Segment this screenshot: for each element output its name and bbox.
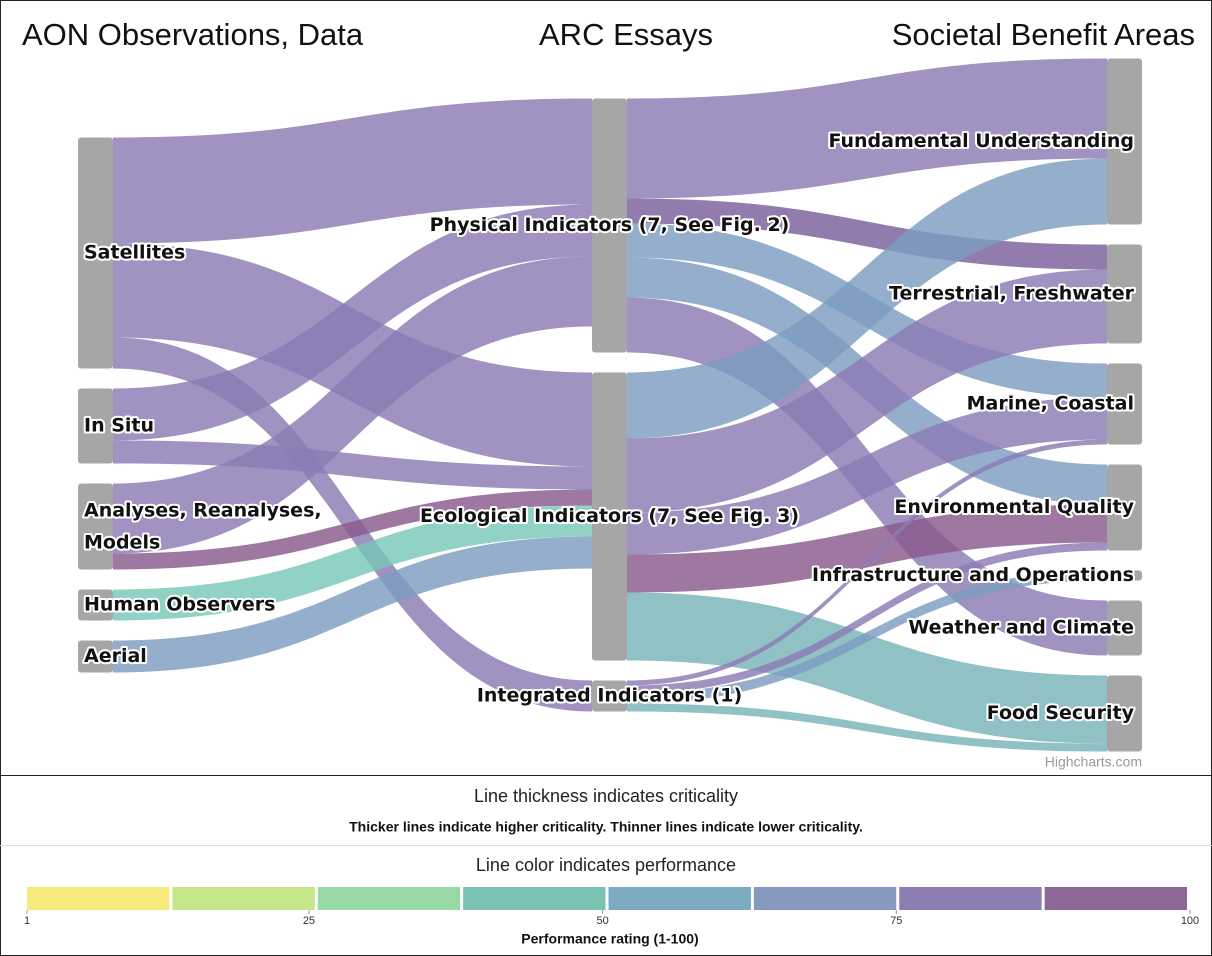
node — [1107, 600, 1142, 656]
node — [78, 640, 113, 673]
node — [592, 372, 627, 661]
column-title: AON Observations, Data — [22, 17, 364, 52]
credits: Highcharts.com — [1045, 754, 1142, 770]
node-label: Weather and Climate — [908, 617, 1134, 639]
node-label: In Situ — [84, 415, 154, 437]
node-label: Integrated Indicators (1) — [477, 685, 742, 707]
link — [113, 536, 592, 673]
node — [1107, 675, 1142, 752]
node — [78, 483, 113, 570]
node — [1107, 570, 1142, 581]
nodes — [78, 58, 1142, 752]
node-label: Analyses, Reanalyses, Models — [84, 499, 322, 553]
colorbar-segment — [463, 887, 606, 910]
node — [1107, 464, 1142, 551]
link — [113, 98, 592, 244]
node-label: Food Security — [987, 702, 1135, 724]
link — [627, 439, 1107, 686]
link — [113, 243, 592, 467]
link — [627, 158, 1107, 439]
link — [627, 269, 1107, 513]
column-title: Societal Benefit Areas — [892, 17, 1195, 52]
node-label: Physical Indicators (7, See Fig. 2) — [430, 214, 790, 236]
colorbar-segment — [1044, 887, 1187, 910]
colorbar-axis-label: Performance rating (1-100) — [521, 931, 698, 947]
link — [113, 256, 592, 554]
link — [113, 440, 592, 490]
colorbar-segment — [172, 887, 315, 910]
node — [1107, 244, 1142, 344]
link — [113, 489, 592, 570]
tick-label: 75 — [890, 915, 902, 927]
colorbar: 1 25 50 75 100 — [24, 887, 1199, 927]
link — [627, 592, 1107, 744]
link — [627, 504, 1107, 593]
link — [113, 204, 592, 441]
tick-label: 100 — [1181, 915, 1199, 927]
link — [113, 505, 592, 621]
node-label: Aerial — [84, 645, 147, 667]
legend-note: Thicker lines indicate higher criticalit… — [349, 819, 863, 835]
tick-label: 25 — [303, 915, 315, 927]
node — [78, 388, 113, 464]
link — [627, 198, 1107, 270]
colorbar-segment — [608, 887, 751, 910]
node-label: Fundamental Understanding — [828, 130, 1134, 152]
link — [627, 570, 1107, 704]
node-label: Satellites — [84, 242, 185, 264]
node-label: Terrestrial, Freshwater — [889, 283, 1135, 305]
node — [592, 680, 627, 712]
links — [113, 58, 1107, 752]
colorbar-segment — [899, 887, 1042, 910]
labels: Satellites In Situ Analyses, Reanalyses, Mo… — [82, 128, 1137, 726]
node-label: Environmental Quality — [894, 496, 1134, 518]
tick-label: 1 — [24, 915, 30, 927]
node — [1107, 58, 1142, 225]
link — [627, 542, 1107, 694]
link — [627, 58, 1107, 199]
node-label: Ecological Indicators (7, See Fig. 3) — [420, 505, 799, 527]
colorbar-segment — [27, 887, 170, 910]
node — [78, 589, 113, 621]
node-label: Human Observers — [84, 594, 275, 616]
link — [627, 703, 1107, 752]
link — [627, 397, 1107, 555]
legend-title: Line color indicates performance — [476, 855, 736, 875]
node-label: Marine, Coastal — [967, 393, 1134, 415]
legend-title: Line thickness indicates criticality — [474, 786, 738, 806]
node — [1107, 363, 1142, 445]
tick-label: 50 — [597, 915, 609, 927]
column-title: ARC Essays — [539, 17, 713, 52]
node-label: Infrastructure and Operations — [812, 564, 1134, 586]
node — [78, 137, 113, 369]
colorbar-segment — [317, 887, 461, 910]
colorbar-segment — [753, 887, 897, 910]
node — [592, 98, 627, 353]
